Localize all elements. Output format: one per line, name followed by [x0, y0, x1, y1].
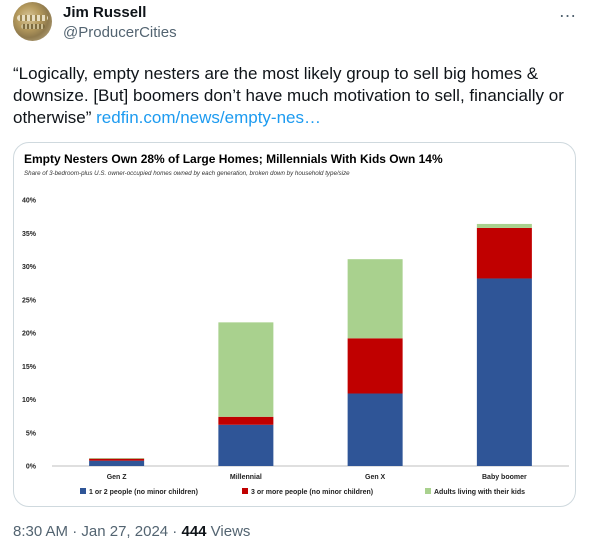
legend-swatch — [80, 488, 86, 494]
tweet-body: “Logically, empty nesters are the most l… — [13, 64, 564, 127]
separator: · — [68, 523, 82, 540]
legend-swatch — [425, 488, 431, 494]
y-tick-label: 40% — [22, 198, 37, 205]
tweet-time[interactable]: 8:30 AM — [13, 523, 69, 540]
legend-swatch — [242, 488, 248, 494]
y-tick-label: 15% — [22, 364, 37, 371]
y-tick-label: 30% — [22, 264, 37, 271]
bar-segment — [218, 424, 274, 466]
chart: Empty Nesters Own 28% of Large Homes; Mi… — [22, 152, 569, 496]
separator: · — [168, 523, 182, 540]
chart-title: Empty Nesters Own 28% of Large Homes; Mi… — [24, 152, 443, 166]
y-tick-label: 10% — [22, 397, 37, 404]
y-tick-label: 0% — [26, 464, 37, 471]
bar-segment — [476, 223, 532, 228]
views-label: Views — [206, 523, 251, 540]
legend-label: 3 or more people (no minor children) — [251, 489, 373, 496]
legend-label: Adults living with their kids — [434, 489, 525, 496]
bar-segment — [476, 278, 532, 466]
chart-subtitle: Share of 3-bedroom-plus U.S. owner-occup… — [24, 170, 350, 177]
bar-segment — [347, 393, 403, 466]
more-options-icon[interactable]: … — [558, 1, 578, 21]
avatar[interactable] — [13, 2, 52, 41]
bar-segment — [218, 416, 274, 425]
x-tick-label: Gen X — [365, 474, 386, 481]
author-handle[interactable]: @ProducerCities — [63, 24, 177, 41]
tweet-link[interactable]: redfin.com/news/empty-nes… — [96, 108, 322, 127]
x-tick-label: Gen Z — [107, 474, 128, 481]
bar-segment — [347, 259, 403, 339]
bar-segment — [89, 458, 145, 461]
tweet-date[interactable]: Jan 27, 2024 — [81, 523, 169, 540]
chart-card[interactable]: Empty Nesters Own 28% of Large Homes; Mi… — [13, 142, 576, 507]
tweet-meta: 8:30 AM · Jan 27, 2024 · 444 Views — [13, 523, 250, 540]
y-tick-label: 25% — [22, 297, 37, 304]
x-tick-label: Baby boomer — [482, 474, 527, 481]
legend-label: 1 or 2 people (no minor children) — [89, 489, 198, 496]
y-tick-label: 20% — [22, 331, 37, 338]
bar-segment — [89, 458, 145, 459]
bar-segment — [476, 227, 532, 279]
bar-segment — [347, 338, 403, 394]
bar-segment — [218, 322, 274, 417]
views-count: 444 — [181, 523, 207, 540]
tweet-text: “Logically, empty nesters are the most l… — [13, 63, 579, 129]
bar-segment — [89, 460, 145, 466]
author-name[interactable]: Jim Russell — [63, 4, 147, 21]
x-tick-label: Millennial — [230, 474, 262, 481]
y-tick-label: 35% — [22, 231, 37, 238]
y-tick-label: 5% — [26, 430, 37, 437]
